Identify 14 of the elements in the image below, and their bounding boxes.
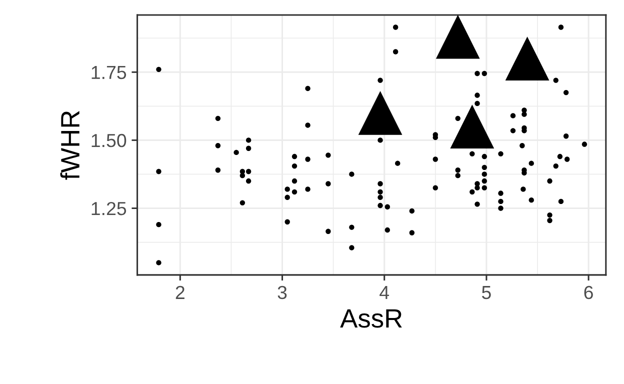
point (436, 14, 480, 59)
x-tick-label: 2 (176, 286, 184, 299)
y-tick-label: 1.50 (92, 134, 126, 148)
x-axis-title: AssR (340, 309, 402, 328)
point (450, 104, 494, 149)
x-tick-label: 6 (584, 286, 593, 300)
x-tick-label: 3 (278, 286, 287, 300)
y-tick-label: 1.75 (92, 66, 126, 80)
x-tick-label: 5 (482, 286, 491, 300)
y-tick-label: 1.25 (92, 202, 126, 216)
point (505, 36, 550, 80)
y-axis-title: fWHR (60, 111, 80, 180)
point (358, 91, 402, 135)
x-tick-label: 4 (380, 286, 390, 299)
